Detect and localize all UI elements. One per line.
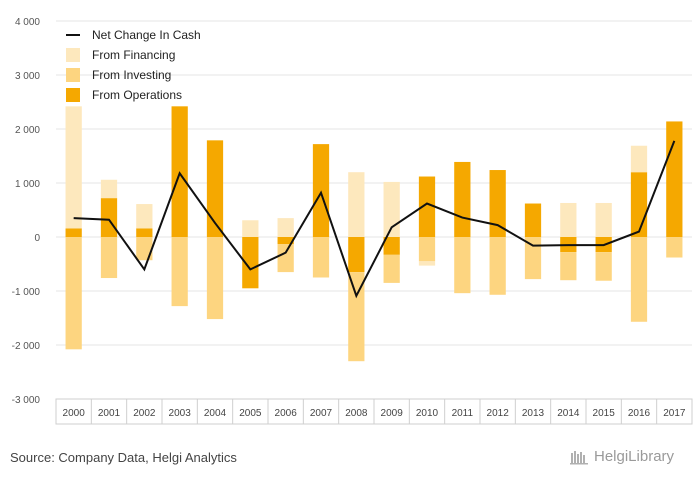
bar-from-financing-2015 — [595, 202, 612, 237]
x-tick-label: 2017 — [663, 408, 686, 419]
y-tick-label: 4 000 — [15, 17, 40, 28]
bar-from-operations-2006 — [277, 237, 294, 245]
x-tick-label: 2016 — [628, 408, 651, 419]
x-tick-label: 2011 — [452, 408, 474, 419]
bar-from-operations-2008 — [348, 237, 365, 273]
bar-from-investing-2009 — [383, 254, 400, 283]
bar-from-investing-2013 — [524, 237, 542, 280]
legend-box-swatch — [66, 68, 80, 82]
bar-from-operations-2016 — [630, 172, 648, 237]
net-change-line — [73, 140, 676, 299]
bar-from-operations-2001 — [100, 198, 118, 237]
y-tick-label: 0 — [34, 233, 40, 244]
bar-from-operations-2002 — [136, 228, 153, 237]
bar-from-investing-2004 — [206, 237, 224, 320]
bar-from-financing-2002 — [136, 204, 153, 229]
bar-from-investing-2015 — [595, 252, 612, 281]
x-tick-label: 2000 — [63, 408, 86, 419]
bar-from-investing-2012 — [489, 237, 506, 295]
x-tick-label: 2012 — [487, 408, 510, 419]
bar-from-operations-2007 — [312, 144, 330, 237]
bar-from-investing-2010 — [418, 237, 436, 262]
x-tick-label: 2003 — [169, 408, 192, 419]
bar-from-operations-2010 — [418, 176, 436, 237]
legend: Net Change In Cash From Financing From Inv… — [66, 28, 201, 102]
x-tick-label: 2015 — [593, 408, 616, 419]
bar-from-operations-2012 — [489, 170, 506, 237]
grid — [56, 20, 692, 400]
y-tick-label: 2 000 — [15, 125, 40, 136]
bar-from-investing-2008 — [348, 272, 365, 362]
bar-from-operations-2009 — [383, 237, 400, 255]
y-tick-label: -1 000 — [12, 287, 41, 298]
x-tick-label: 2007 — [310, 408, 333, 419]
bar-from-investing-2017 — [666, 237, 683, 258]
bar-from-investing-2006 — [277, 244, 294, 273]
bar-from-financing-2005 — [242, 220, 259, 237]
x-tick-label: 2009 — [381, 408, 404, 419]
bar-from-operations-2011 — [454, 161, 471, 237]
y-tick-label: 3 000 — [15, 71, 40, 82]
bar-from-financing-2016 — [630, 145, 648, 173]
bar-from-financing-2014 — [560, 202, 577, 237]
y-tick-label: -2 000 — [12, 341, 41, 352]
y-tick-label: 1 000 — [15, 179, 40, 190]
x-tick-label: 2002 — [133, 408, 156, 419]
bar-from-investing-2011 — [454, 237, 471, 294]
x-tick-label: 2014 — [557, 408, 580, 419]
legend-label: From Operations — [92, 88, 182, 102]
x-tick-label: 2008 — [345, 408, 368, 419]
bar-from-financing-2000 — [65, 106, 82, 229]
x-tick-label: 2004 — [204, 408, 227, 419]
x-tick-label: 2010 — [416, 408, 439, 419]
bar-from-investing-2000 — [65, 237, 82, 350]
x-tick-label: 2001 — [98, 408, 121, 419]
legend-label: From Investing — [92, 68, 171, 82]
net-change-polyline — [73, 140, 676, 299]
bar-from-financing-2006 — [277, 218, 294, 237]
bar-from-financing-2008 — [348, 172, 365, 237]
bar-from-operations-2004 — [206, 140, 224, 237]
source-note: Source: Company Data, Helgi Analytics — [10, 450, 237, 465]
brand-logo: HelgiLibrary — [570, 448, 674, 465]
bar-from-operations-2005 — [242, 237, 259, 289]
y-tick-label: -3 000 — [12, 395, 41, 406]
bar-from-financing-2009 — [383, 181, 400, 237]
bar-from-investing-2003 — [171, 237, 188, 307]
bar-from-financing-2001 — [100, 179, 118, 199]
x-tick-label: 2013 — [522, 408, 545, 419]
bar-from-investing-2014 — [560, 252, 577, 281]
y-axis: -3 000 -2 000 -1 000 0 1 000 2 000 3 000 4 000 — [12, 17, 41, 406]
library-icon — [570, 450, 588, 464]
bar-from-investing-2007 — [312, 237, 330, 278]
bars — [65, 106, 683, 362]
bar-from-investing-2016 — [630, 237, 648, 322]
legend-label: From Financing — [92, 48, 175, 62]
legend-label: Net Change In Cash — [92, 28, 201, 42]
bar-from-investing-2001 — [100, 237, 118, 279]
bar-from-financing-2010 — [418, 261, 436, 266]
bar-from-operations-2013 — [524, 203, 542, 237]
bar-from-investing-2002 — [136, 237, 153, 261]
x-tick-label: 2006 — [275, 408, 298, 419]
bar-from-operations-2000 — [65, 228, 82, 237]
legend-box-swatch — [66, 88, 80, 102]
legend-box-swatch — [66, 48, 80, 62]
x-axis: 2000 2001 2002 2003 2004 2005 2006 2007 2008 2009… — [55, 398, 693, 425]
x-tick-label: 2005 — [239, 408, 262, 419]
brand-name: HelgiLibrary — [594, 448, 675, 465]
bar-from-operations-2017 — [666, 121, 683, 237]
